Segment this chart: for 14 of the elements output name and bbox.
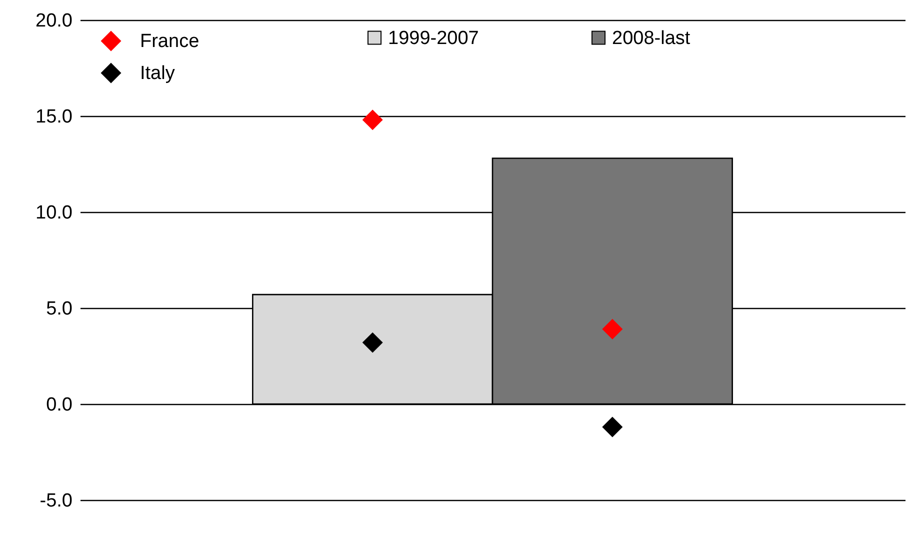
point (602, 416, 623, 438)
point (362, 332, 383, 353)
y-tick-label: -5.0 (40, 490, 72, 512)
legend-label: France (140, 31, 200, 52)
point (362, 110, 383, 130)
y-tick-label: 10.0 (36, 202, 72, 224)
y-tick-label: 5.0 (46, 298, 72, 320)
legend-label: Italy (140, 63, 176, 84)
y-tick-label: 20.0 (36, 10, 72, 32)
point (602, 318, 623, 340)
y-tick-label: 15.0 (36, 106, 72, 128)
legend-label: 2008-last (612, 28, 691, 49)
y-tick-label: 0.0 (46, 394, 72, 416)
legend-label: 1999-2007 (388, 28, 479, 49)
